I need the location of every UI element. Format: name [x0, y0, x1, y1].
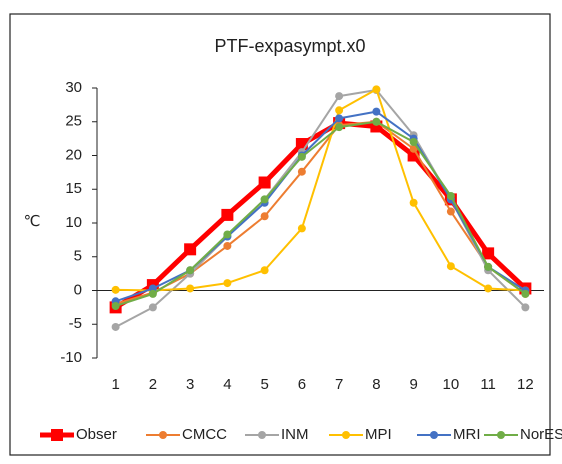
x-tick-label: 3 — [186, 376, 194, 393]
marker — [446, 262, 455, 271]
x-tick-label: 4 — [223, 376, 231, 393]
x-tick-label: 1 — [111, 376, 119, 393]
legend-marker — [258, 431, 266, 439]
legend-label: Obser — [76, 426, 117, 443]
y-tick-label: 0 — [74, 281, 82, 298]
marker — [521, 303, 530, 312]
y-axis-label: ℃ — [24, 213, 41, 230]
y-tick-label: 20 — [65, 146, 82, 163]
y-tick-label: 10 — [65, 214, 82, 231]
marker — [335, 123, 344, 132]
x-tick-label: 12 — [517, 376, 534, 393]
legend-label: NorESM — [520, 426, 562, 443]
legend-marker — [159, 431, 167, 439]
marker — [521, 289, 530, 298]
legend-marker — [51, 429, 63, 441]
marker — [335, 106, 344, 115]
marker — [260, 212, 269, 221]
marker — [260, 266, 269, 275]
legend-marker — [430, 431, 438, 439]
marker — [297, 224, 306, 233]
marker — [372, 117, 381, 126]
marker — [111, 322, 120, 331]
marker — [484, 284, 493, 293]
marker — [148, 289, 157, 298]
marker — [223, 279, 232, 288]
series-line — [115, 88, 526, 292]
marker — [372, 85, 381, 94]
marker — [186, 284, 195, 293]
marker — [335, 92, 344, 101]
legend-label: CMCC — [182, 426, 227, 443]
marker — [148, 303, 157, 312]
marker — [297, 152, 306, 161]
legend-marker — [342, 431, 350, 439]
marker — [297, 167, 306, 176]
marker — [446, 192, 455, 200]
legend-marker — [497, 431, 505, 439]
marker — [223, 230, 232, 239]
x-tick-label: 5 — [260, 376, 268, 393]
marker — [111, 285, 120, 294]
x-tick-label: 11 — [480, 376, 496, 393]
legend-label: MRI — [453, 426, 481, 443]
y-tick-label: 5 — [74, 248, 82, 265]
marker — [223, 241, 232, 250]
series-line — [115, 120, 526, 307]
y-tick-label: 25 — [65, 113, 82, 130]
y-tick-label: -10 — [60, 349, 82, 366]
marker — [184, 243, 197, 256]
marker — [260, 195, 269, 204]
marker — [482, 247, 495, 260]
marker — [409, 138, 418, 146]
x-tick-label: 6 — [298, 376, 306, 393]
legend-label: INM — [281, 426, 309, 443]
y-tick-label: 30 — [65, 79, 82, 96]
x-tick-label: 8 — [372, 376, 380, 393]
marker — [446, 207, 455, 216]
marker — [111, 302, 120, 311]
x-tick-label: 7 — [335, 376, 343, 393]
chart-border — [9, 13, 551, 456]
x-tick-label: 10 — [443, 376, 460, 393]
marker — [221, 208, 234, 221]
marker — [484, 262, 493, 271]
marker — [409, 144, 418, 153]
y-tick-label: -5 — [69, 315, 82, 332]
x-tick-label: 9 — [409, 376, 417, 393]
marker — [258, 176, 271, 189]
marker — [372, 107, 381, 116]
chart-title: PTF-expasympt.x0 — [214, 36, 365, 56]
y-tick-label: 15 — [65, 180, 82, 197]
series-line — [115, 120, 526, 305]
marker — [335, 114, 344, 123]
marker — [186, 266, 195, 275]
marker — [409, 198, 418, 207]
x-tick-label: 2 — [149, 376, 157, 393]
legend-label: MPI — [365, 426, 392, 443]
